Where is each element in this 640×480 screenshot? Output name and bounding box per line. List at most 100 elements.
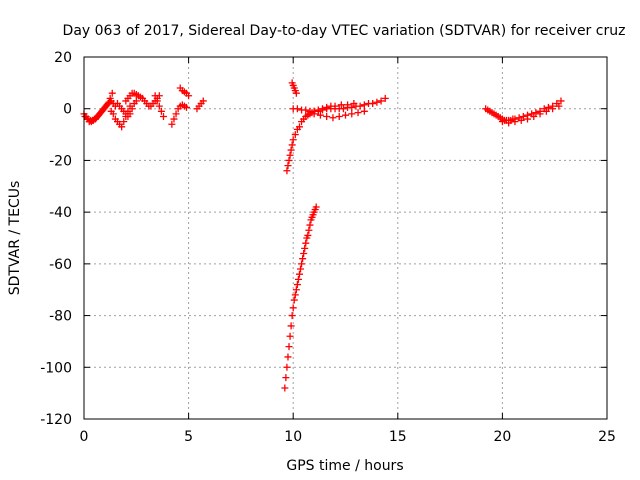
data-point	[151, 92, 159, 100]
data-point	[532, 109, 540, 117]
y-tick-label: -100	[40, 360, 72, 376]
data-point	[291, 291, 299, 299]
data-point	[281, 384, 289, 392]
data-point	[530, 112, 538, 120]
data-point	[157, 107, 165, 115]
data-point	[285, 343, 293, 351]
series-morning-5	[176, 84, 193, 100]
data-point	[342, 111, 349, 119]
data-point	[294, 275, 302, 283]
data-point	[348, 103, 356, 111]
data-point	[299, 255, 307, 263]
tick-layer: 0 5 10 15 20 25 -120 -100 -80 -60 -40 -20 0 20	[40, 50, 616, 445]
data-point	[290, 296, 298, 304]
data-point	[302, 106, 310, 114]
data-point	[381, 94, 389, 102]
data-point	[109, 110, 117, 118]
data-point	[524, 115, 532, 123]
data-point	[106, 94, 114, 102]
data-point	[289, 136, 297, 144]
data-point	[128, 105, 136, 113]
data-point	[170, 115, 178, 123]
data-point	[183, 103, 191, 111]
x-tick-label: 5	[184, 429, 193, 445]
data-point	[354, 109, 362, 117]
data-point	[301, 244, 309, 252]
data-point	[337, 101, 345, 109]
data-point	[369, 100, 377, 108]
data-point	[505, 119, 513, 127]
data-point	[360, 101, 368, 109]
data-point	[172, 110, 180, 118]
data-point	[282, 374, 290, 382]
data-point	[542, 107, 550, 115]
data-point	[314, 107, 322, 115]
data-point	[153, 97, 161, 105]
data-point	[377, 97, 385, 105]
series-midday-2	[281, 203, 320, 392]
data-point	[536, 110, 544, 118]
series-morning-3	[151, 92, 167, 120]
data-point	[120, 118, 128, 126]
data-point	[298, 260, 306, 268]
x-tick-label: 15	[389, 429, 407, 445]
data-point	[348, 110, 356, 118]
data-point	[305, 226, 313, 234]
data-point	[118, 123, 126, 131]
data-point	[310, 110, 318, 118]
data-point	[557, 97, 565, 105]
series-early-morning-2	[81, 89, 116, 126]
data-point	[295, 270, 303, 278]
y-tick-label: -40	[49, 205, 72, 221]
data-point	[283, 167, 291, 175]
data-point	[329, 114, 337, 122]
y-tick-label: 0	[63, 102, 72, 118]
data-point	[286, 332, 294, 340]
data-point	[297, 265, 305, 273]
y-tick-label: -120	[40, 412, 72, 428]
data-point	[519, 112, 527, 120]
x-axis-title: GPS time / hours	[286, 458, 403, 474]
data-point	[185, 92, 193, 100]
data-point	[159, 112, 167, 120]
x-tick-label: 10	[284, 429, 302, 445]
data-point	[287, 322, 295, 330]
data-point	[291, 131, 299, 139]
y-axis-title: SDTVAR / TECUs	[7, 181, 23, 296]
data-point	[132, 97, 140, 105]
data-point	[360, 107, 368, 115]
y-tick-label: -20	[49, 153, 72, 169]
series-morning-4	[168, 101, 191, 128]
x-tick-label: 0	[80, 429, 89, 445]
data-point	[104, 100, 112, 108]
data-point	[286, 151, 294, 159]
data-point	[316, 111, 324, 119]
series-midday-5	[310, 107, 368, 122]
y-tick-label: 20	[54, 50, 72, 66]
series-layer	[80, 79, 565, 392]
x-tick-label: 25	[598, 429, 616, 445]
data-point	[284, 162, 292, 170]
series-evening-2	[498, 102, 563, 127]
data-point	[300, 250, 308, 258]
data-point	[517, 116, 525, 124]
data-point	[288, 141, 296, 149]
data-point	[323, 112, 331, 120]
data-point	[335, 112, 343, 120]
series-early-morning-4	[113, 97, 140, 120]
data-point	[544, 103, 552, 111]
x-tick-label: 20	[493, 429, 511, 445]
data-point	[284, 353, 292, 361]
data-point	[126, 110, 134, 118]
data-point	[155, 102, 163, 110]
data-point	[511, 118, 519, 126]
y-tick-label: -60	[49, 257, 72, 273]
data-point	[549, 105, 557, 113]
data-point	[373, 98, 381, 106]
data-point	[339, 105, 347, 113]
data-point	[356, 102, 364, 110]
plot-frame	[83, 56, 608, 420]
